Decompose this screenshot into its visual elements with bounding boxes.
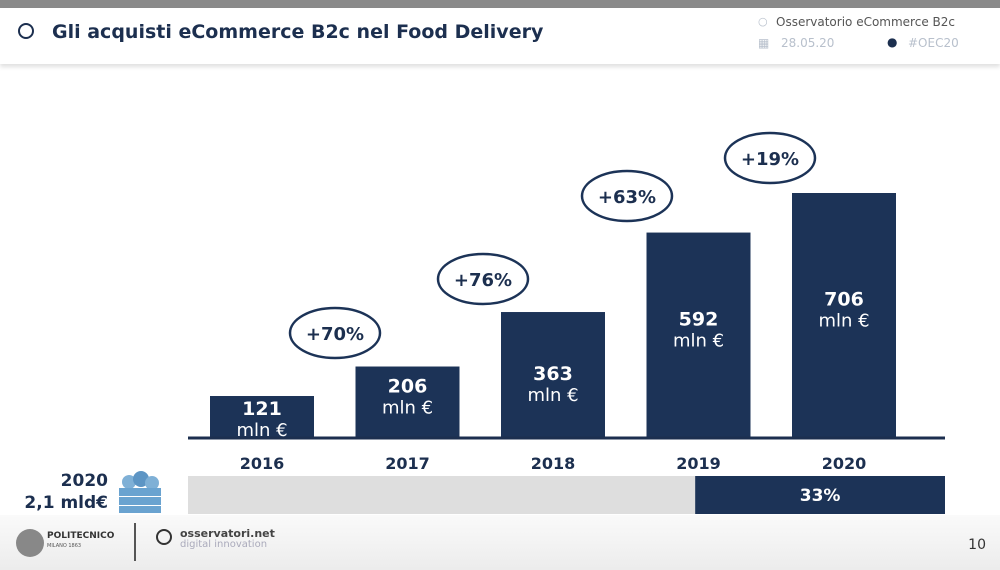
bar	[210, 396, 314, 438]
page-title: Gli acquisti eCommerce B2c nel Food Deli…	[52, 21, 544, 43]
bar-value-label: 706	[824, 289, 864, 311]
share-bar-fill	[695, 476, 945, 514]
bar-unit-label: mln €	[818, 311, 869, 332]
bar-value-label: 592	[679, 308, 719, 330]
observatory-label: Osservatorio eCommerce B2c	[776, 15, 955, 29]
top-border	[0, 0, 1000, 8]
politecnico-name: POLITECNICO	[47, 531, 115, 541]
growth-ellipse	[288, 306, 382, 360]
osservatori-footer-icon	[156, 529, 172, 545]
bar-value-label: 121	[242, 398, 282, 420]
calendar-icon: ▦	[758, 36, 770, 50]
osservatori-logo-icon	[18, 23, 34, 39]
observatory-icon: ○	[758, 15, 768, 28]
x-tick-label: 2017	[385, 454, 430, 473]
bar-value-label: 363	[533, 363, 573, 385]
bar-unit-label: mln €	[527, 385, 578, 406]
total-value: 2,1 mld€	[24, 493, 108, 513]
food-crate-icon	[119, 471, 161, 513]
bar-unit-label: mln €	[236, 420, 287, 441]
footer-divider	[134, 523, 136, 561]
growth-label: +70%	[306, 324, 364, 345]
x-tick-label: 2016	[240, 454, 285, 473]
slide-footer: POLITECNICO MILANO 1863 osservatori.net …	[0, 515, 1000, 570]
politecnico-sub: MILANO 1863	[47, 543, 82, 549]
osservatori-name: osservatori.net	[180, 527, 275, 540]
x-tick-label: 2019	[676, 454, 721, 473]
bar	[646, 232, 751, 438]
bar-value-label: 206	[388, 375, 428, 397]
slide-header: Gli acquisti eCommerce B2c nel Food Deli…	[0, 8, 1000, 64]
osservatori-sub: digital innovation	[180, 539, 268, 550]
twitter-icon: ●	[887, 35, 898, 49]
total-summary: 2020 2,1 mld€	[20, 470, 108, 514]
total-year: 2020	[60, 471, 108, 491]
growth-ellipse	[723, 131, 817, 185]
growth-ellipse	[436, 252, 530, 306]
x-tick-label: 2020	[822, 454, 867, 473]
bar-unit-label: mln €	[382, 397, 433, 418]
hashtag-label: #OEC20	[908, 36, 959, 50]
bar	[501, 312, 605, 438]
politecnico-seal-icon	[16, 529, 44, 557]
growth-ellipse	[580, 169, 674, 223]
growth-label: +63%	[598, 187, 656, 208]
date-label: 28.05.20	[781, 36, 835, 50]
bar	[355, 366, 460, 438]
bar-unit-label: mln €	[673, 330, 724, 351]
growth-label: +76%	[454, 270, 512, 291]
growth-label: +19%	[741, 149, 799, 170]
bar	[792, 193, 896, 438]
x-tick-label: 2018	[531, 454, 576, 473]
share-label: 33%	[800, 486, 841, 506]
page-number: 10	[968, 537, 986, 553]
